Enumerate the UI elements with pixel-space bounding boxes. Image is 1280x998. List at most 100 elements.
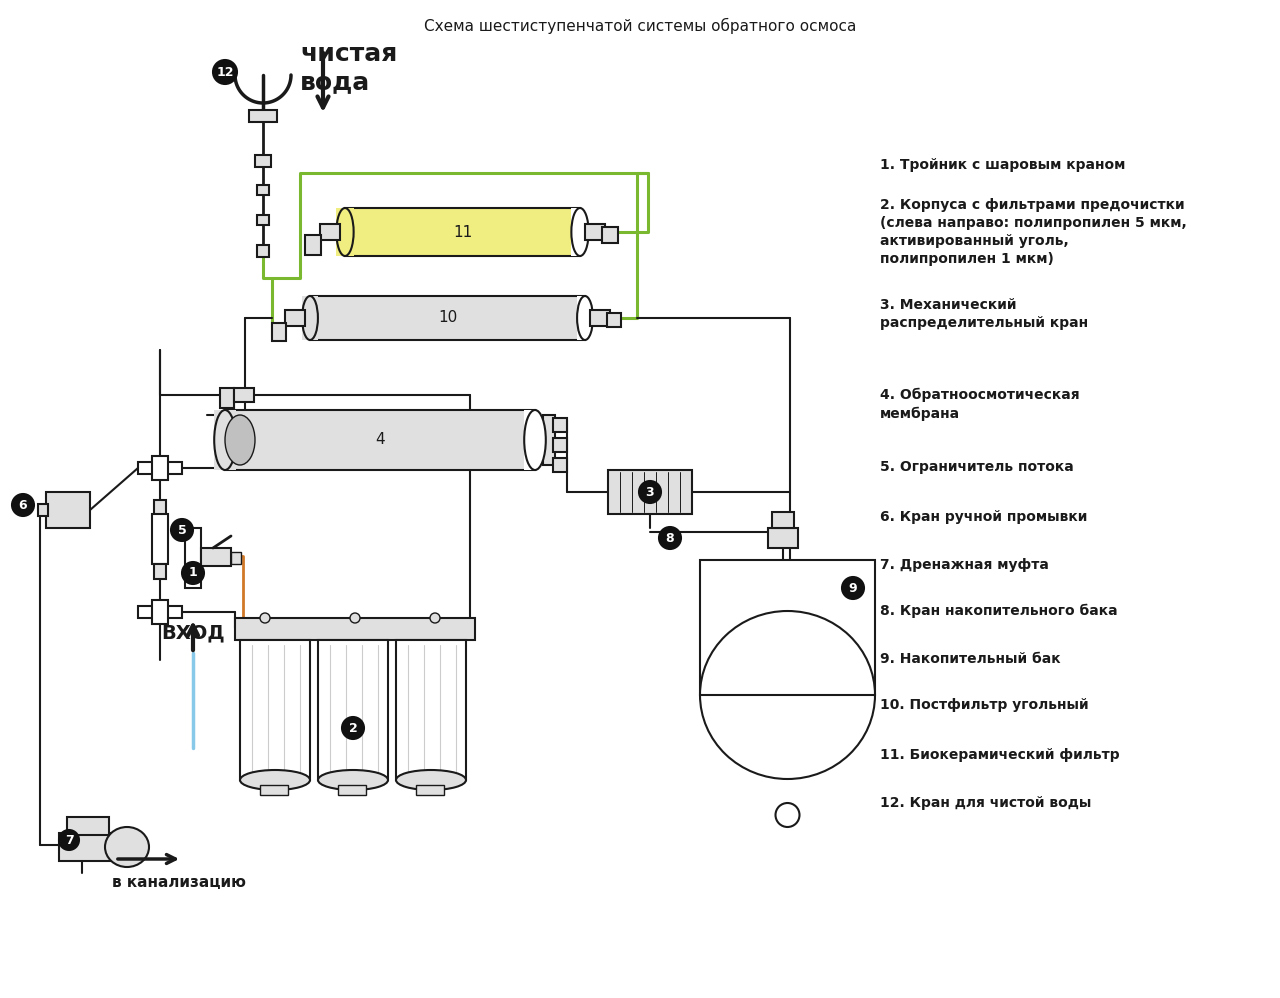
Bar bbox=[302, 296, 317, 340]
Bar bbox=[700, 560, 876, 695]
Bar bbox=[577, 296, 593, 340]
Bar bbox=[236, 618, 475, 640]
Ellipse shape bbox=[241, 770, 310, 790]
Bar bbox=[337, 208, 353, 256]
Circle shape bbox=[59, 830, 79, 850]
Bar bbox=[234, 388, 253, 402]
Circle shape bbox=[172, 519, 193, 541]
Text: 2. Корпуса с фильтрами предочистки
(слева направо: полипропилен 5 мкм,
активиров: 2. Корпуса с фильтрами предочистки (слев… bbox=[881, 198, 1187, 265]
Text: 3: 3 bbox=[645, 485, 654, 498]
Bar bbox=[273, 323, 285, 341]
Circle shape bbox=[182, 562, 204, 584]
Text: 2: 2 bbox=[348, 722, 357, 735]
Text: 6. Кран ручной промывки: 6. Кран ручной промывки bbox=[881, 510, 1088, 524]
Ellipse shape bbox=[317, 770, 388, 790]
Bar bbox=[396, 640, 466, 780]
Ellipse shape bbox=[337, 208, 353, 256]
Circle shape bbox=[639, 481, 660, 503]
Text: 12. Кран для чистой воды: 12. Кран для чистой воды bbox=[881, 796, 1092, 810]
Bar bbox=[241, 640, 310, 780]
Bar bbox=[590, 310, 611, 326]
Ellipse shape bbox=[525, 410, 545, 470]
Bar bbox=[416, 785, 444, 795]
Circle shape bbox=[349, 613, 360, 623]
Text: 9. Накопительный бак: 9. Накопительный бак bbox=[881, 652, 1061, 666]
Text: 7. Дренажная муфта: 7. Дренажная муфта bbox=[881, 558, 1048, 572]
Bar bbox=[257, 245, 269, 257]
Bar bbox=[152, 514, 168, 564]
Bar bbox=[138, 462, 182, 474]
Text: 4. Обратноосмотическая
мембрана: 4. Обратноосмотическая мембрана bbox=[881, 388, 1079, 420]
Bar bbox=[346, 208, 580, 256]
Bar bbox=[152, 600, 168, 624]
Text: 5. Ограничитель потока: 5. Ограничитель потока bbox=[881, 460, 1074, 474]
Bar bbox=[543, 415, 556, 465]
Bar bbox=[553, 418, 567, 432]
Text: 9: 9 bbox=[849, 582, 858, 595]
Text: чистая
вода: чистая вода bbox=[300, 42, 397, 94]
Bar bbox=[257, 185, 269, 195]
Text: 10: 10 bbox=[438, 310, 457, 325]
Circle shape bbox=[12, 494, 35, 516]
Text: 7: 7 bbox=[64, 833, 73, 846]
Bar bbox=[152, 456, 168, 480]
Text: ВХОД: ВХОД bbox=[161, 623, 225, 642]
Bar bbox=[46, 492, 90, 528]
Text: 6: 6 bbox=[19, 498, 27, 512]
Bar bbox=[285, 310, 305, 326]
Ellipse shape bbox=[225, 415, 255, 465]
Circle shape bbox=[659, 527, 681, 549]
Bar bbox=[225, 410, 535, 470]
Text: 3. Механический
распределительный кран: 3. Механический распределительный кран bbox=[881, 298, 1088, 330]
Bar bbox=[154, 500, 166, 515]
Bar bbox=[230, 552, 241, 564]
Bar bbox=[772, 512, 794, 528]
Bar bbox=[138, 606, 182, 618]
Bar bbox=[571, 208, 589, 256]
Text: в канализацию: в канализацию bbox=[113, 875, 246, 890]
Text: 12: 12 bbox=[216, 66, 234, 79]
Ellipse shape bbox=[577, 296, 593, 340]
Bar bbox=[67, 817, 109, 835]
Bar bbox=[38, 504, 49, 516]
Bar bbox=[317, 640, 388, 780]
Ellipse shape bbox=[571, 208, 589, 256]
Bar bbox=[553, 438, 567, 452]
Text: 1. Тройник с шаровым краном: 1. Тройник с шаровым краном bbox=[881, 158, 1125, 172]
Ellipse shape bbox=[396, 770, 466, 790]
Circle shape bbox=[776, 803, 800, 827]
Bar bbox=[602, 227, 618, 243]
Bar bbox=[260, 785, 288, 795]
Bar bbox=[338, 785, 366, 795]
Text: Схема шестиступенчатой системы обратного осмоса: Схема шестиступенчатой системы обратного… bbox=[424, 18, 856, 34]
Bar bbox=[220, 388, 234, 408]
Bar bbox=[186, 528, 201, 588]
Text: 10. Постфильтр угольный: 10. Постфильтр угольный bbox=[881, 698, 1088, 712]
Bar bbox=[255, 155, 271, 167]
Ellipse shape bbox=[105, 827, 148, 867]
Circle shape bbox=[260, 613, 270, 623]
Text: 8. Кран накопительного бака: 8. Кран накопительного бака bbox=[881, 604, 1117, 619]
Bar bbox=[525, 410, 545, 470]
Text: 5: 5 bbox=[178, 524, 187, 537]
Text: 1: 1 bbox=[188, 567, 197, 580]
Ellipse shape bbox=[214, 410, 236, 470]
Bar bbox=[768, 528, 797, 548]
Bar bbox=[257, 215, 269, 225]
Circle shape bbox=[342, 717, 364, 739]
Circle shape bbox=[430, 613, 440, 623]
Text: 11: 11 bbox=[453, 225, 472, 240]
Text: 4: 4 bbox=[375, 432, 385, 447]
Bar bbox=[201, 548, 230, 566]
Bar bbox=[250, 110, 276, 122]
Bar bbox=[553, 458, 567, 472]
Text: 8: 8 bbox=[666, 532, 675, 545]
Bar bbox=[585, 224, 605, 240]
Ellipse shape bbox=[700, 611, 876, 779]
Bar bbox=[59, 833, 116, 861]
Bar bbox=[320, 224, 340, 240]
Bar bbox=[214, 410, 236, 470]
Bar bbox=[305, 235, 321, 255]
Bar bbox=[607, 313, 621, 327]
Ellipse shape bbox=[302, 296, 317, 340]
